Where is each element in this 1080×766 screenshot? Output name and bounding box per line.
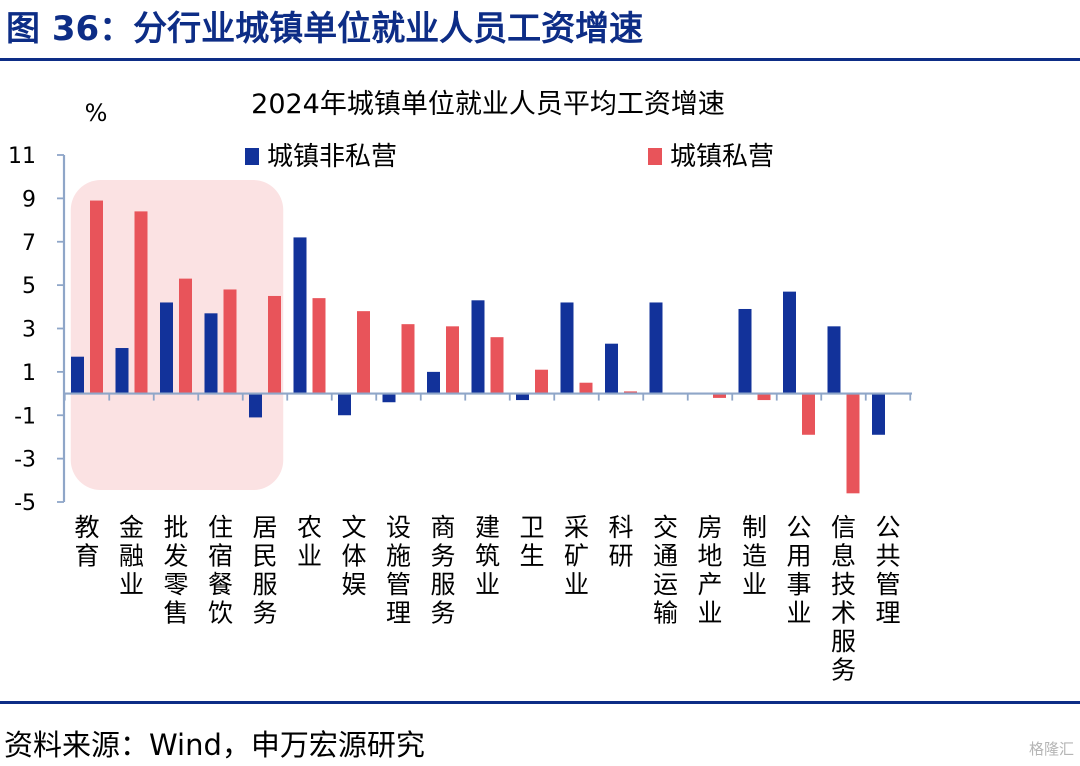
category-label: 商务服务 [430, 513, 455, 628]
y-tick-label: 7 [22, 231, 36, 256]
category-label: 农业 [297, 513, 322, 571]
bar-private-17 [846, 393, 860, 494]
footer-rule [0, 701, 1080, 704]
category-label: 教育 [74, 513, 99, 571]
legend-label-1: 城镇私营 [670, 142, 774, 172]
bar-private-7 [401, 324, 415, 394]
title-rule [0, 58, 1080, 61]
bar-non-private-2 [160, 302, 173, 394]
legend-swatch-0 [245, 148, 259, 165]
chart-title: 2024年城镇单位就业人员平均工资增速 [251, 89, 725, 120]
category-label: 批发零售 [163, 513, 188, 628]
bar-non-private-3 [204, 313, 218, 394]
y-tick-label: -1 [14, 404, 36, 429]
category-label: 建筑业 [475, 513, 500, 599]
category-label: 居民服务 [252, 513, 277, 628]
bar-private-2 [179, 278, 192, 394]
category-label: 制造业 [742, 513, 767, 599]
bar-non-private-5 [293, 237, 307, 394]
bar-non-private-4 [249, 393, 262, 418]
category-label: 金融业 [119, 513, 144, 599]
y-axis-ticks: 11 9 7 5 3 1 -1 -3 -5 [8, 144, 64, 516]
category-label: 卫生 [519, 513, 544, 571]
legend-label-0: 城镇非私营 [267, 142, 397, 172]
category-label: 设施管理 [386, 513, 411, 628]
bar-non-private-12 [605, 343, 618, 394]
bar-private-8 [446, 326, 459, 394]
bar-private-11 [579, 382, 593, 394]
bars [71, 200, 885, 494]
y-tick-label: 9 [22, 187, 36, 212]
bar-non-private-11 [560, 302, 574, 394]
y-tick-label: 1 [22, 361, 36, 386]
watermark: 格隆汇 [1028, 740, 1074, 758]
bar-non-private-0 [71, 356, 84, 394]
bar-non-private-17 [827, 326, 841, 394]
figure-title: 图 36：分行业城镇单位就业人员工资增速 [6, 9, 644, 49]
bar-non-private-9 [471, 300, 485, 394]
category-label: 公用事业 [786, 513, 811, 628]
bar-private-15 [757, 393, 771, 401]
bar-non-private-1 [115, 348, 129, 394]
bar-non-private-8 [427, 371, 440, 394]
bar-private-3 [223, 289, 237, 394]
category-label: 交通运输 [653, 513, 678, 628]
category-label: 采矿业 [564, 513, 589, 599]
axes [62, 155, 912, 502]
category-labels: 教育金融业批发零售住宿餐饮居民服务农业文体娱设施管理商务服务建筑业卫生采矿业科研… [74, 513, 900, 685]
category-label: 文体娱 [341, 513, 366, 599]
y-tick-label: -3 [14, 448, 36, 473]
bar-private-0 [90, 200, 103, 394]
bar-private-9 [490, 337, 504, 394]
bar-non-private-16 [783, 291, 796, 394]
source-note: 资料来源：Wind，申万宏源研究 [4, 728, 425, 762]
y-tick-label: 5 [22, 274, 36, 299]
y-axis-unit: % [85, 99, 108, 127]
bar-chart: 2024年城镇单位就业人员平均工资增速 % 城镇非私营 城镇私营 11 9 7 5 3 1 -… [8, 89, 912, 685]
category-label: 房地产业 [697, 513, 722, 628]
y-tick-label: 3 [22, 318, 36, 343]
bar-private-6 [357, 311, 370, 394]
y-tick-label: 11 [8, 144, 36, 169]
legend: 城镇非私营 城镇私营 [245, 142, 774, 172]
highlight-region [70, 180, 284, 490]
category-label: 科研 [608, 513, 633, 571]
bar-private-4 [268, 295, 281, 394]
bar-private-5 [312, 298, 326, 394]
bar-private-16 [802, 393, 815, 435]
y-tick-label: -5 [14, 491, 36, 516]
category-label: 住宿餐饮 [208, 513, 233, 628]
bar-non-private-18 [872, 393, 885, 435]
bar-non-private-7 [382, 393, 396, 403]
bar-non-private-13 [649, 302, 663, 394]
bar-non-private-10 [516, 393, 529, 401]
bar-non-private-15 [738, 308, 752, 394]
bar-private-10 [535, 369, 548, 394]
bar-private-1 [134, 211, 148, 394]
category-label: 信息技术服务 [831, 513, 856, 685]
category-label: 公共管理 [875, 513, 900, 628]
legend-swatch-1 [648, 148, 662, 165]
bar-private-14 [713, 393, 726, 398]
bar-non-private-6 [338, 393, 351, 416]
